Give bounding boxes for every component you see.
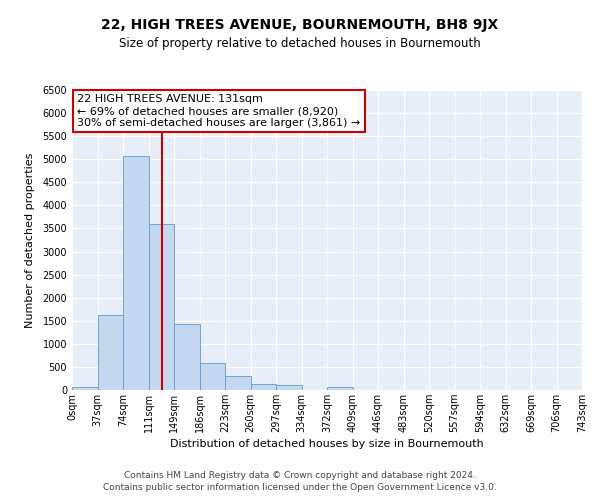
Text: 22 HIGH TREES AVENUE: 131sqm
← 69% of detached houses are smaller (8,920)
30% of: 22 HIGH TREES AVENUE: 131sqm ← 69% of de… [77, 94, 361, 128]
Bar [276, 386, 302, 390]
Bar [225, 376, 251, 390]
X-axis label: Distribution of detached houses by size in Bournemouth: Distribution of detached houses by size … [170, 439, 484, 449]
Text: Contains public sector information licensed under the Open Government Licence v3: Contains public sector information licen… [103, 484, 497, 492]
Text: Contains HM Land Registry data © Crown copyright and database right 2024.: Contains HM Land Registry data © Crown c… [124, 471, 476, 480]
Bar [199, 363, 225, 390]
Bar [327, 387, 353, 390]
Bar [174, 324, 199, 390]
Text: Size of property relative to detached houses in Bournemouth: Size of property relative to detached ho… [119, 38, 481, 51]
Bar [72, 387, 97, 390]
Y-axis label: Number of detached properties: Number of detached properties [25, 152, 35, 328]
Bar [123, 156, 149, 390]
Bar [149, 224, 174, 390]
Text: 22, HIGH TREES AVENUE, BOURNEMOUTH, BH8 9JX: 22, HIGH TREES AVENUE, BOURNEMOUTH, BH8 … [101, 18, 499, 32]
Bar [251, 384, 276, 390]
Bar [97, 315, 123, 390]
